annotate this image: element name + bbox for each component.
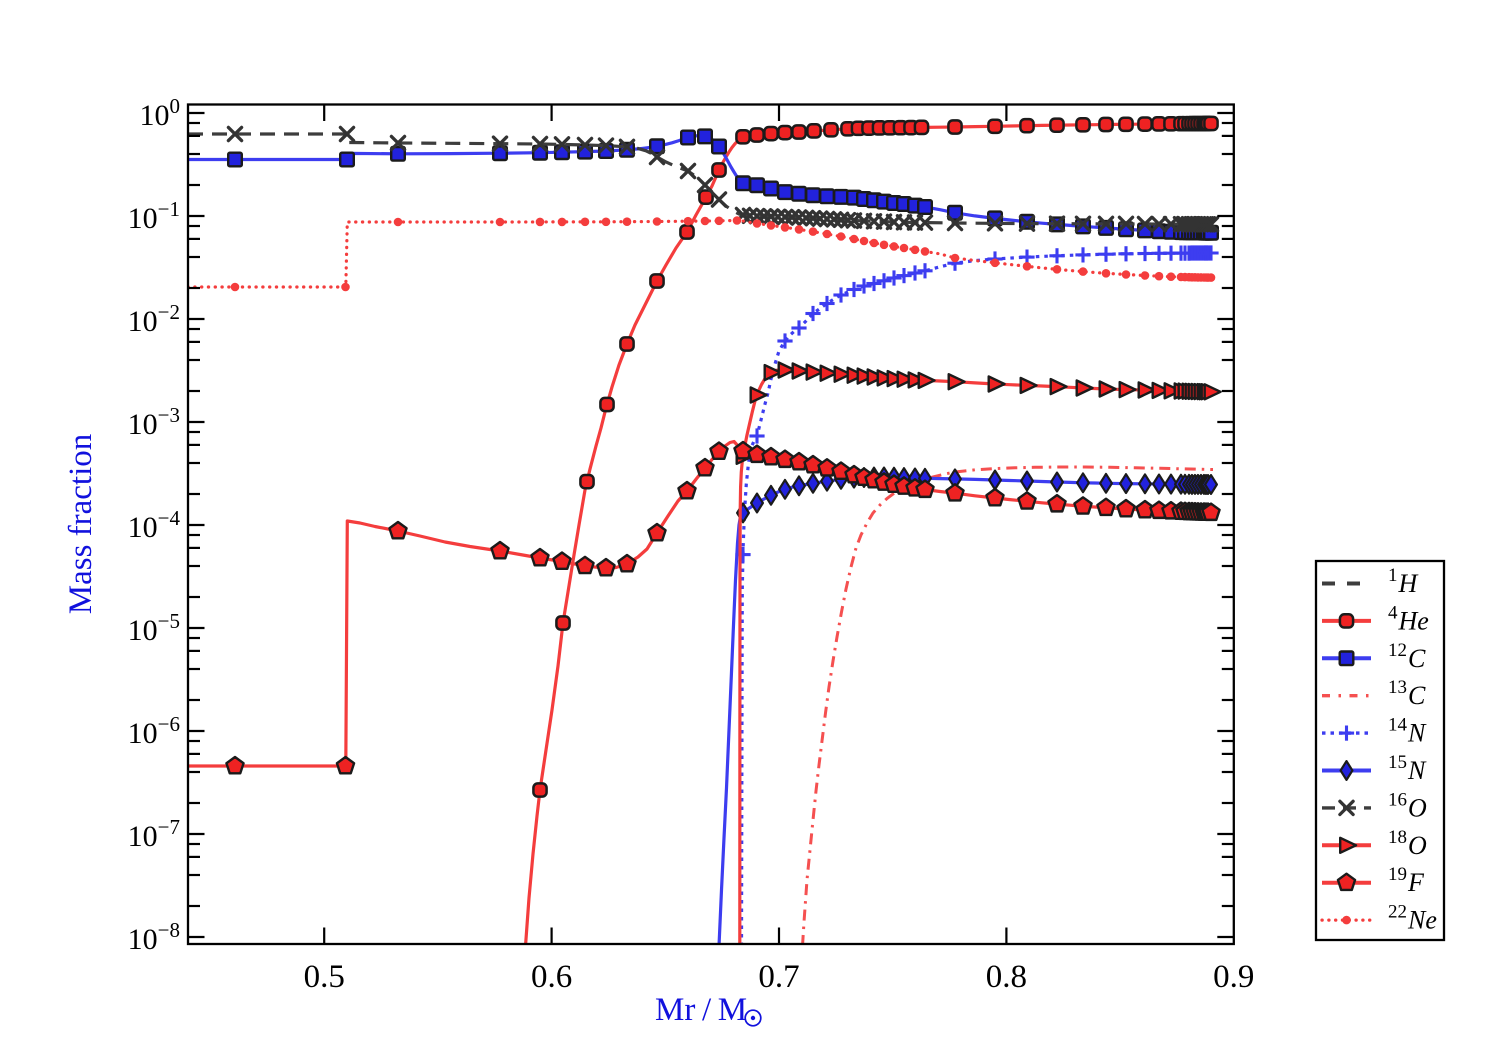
svg-text:Ne: Ne — [1407, 906, 1437, 935]
svg-text:O: O — [1408, 793, 1427, 822]
svg-text:Mass fraction: Mass fraction — [63, 434, 99, 615]
svg-text:0.6: 0.6 — [531, 959, 572, 995]
svg-text:12: 12 — [1388, 640, 1407, 661]
svg-text:0.7: 0.7 — [758, 959, 799, 995]
svg-text:14: 14 — [1388, 715, 1408, 736]
svg-text:10−6: 10−6 — [128, 712, 180, 750]
svg-text:C: C — [1408, 681, 1426, 710]
svg-text:0.9: 0.9 — [1213, 959, 1254, 995]
svg-text:Mr / M: Mr / M — [655, 992, 747, 1028]
svg-text:13: 13 — [1388, 677, 1407, 698]
svg-text:H: H — [1398, 569, 1419, 598]
svg-text:O: O — [1408, 831, 1427, 860]
svg-text:C: C — [1408, 644, 1426, 673]
svg-text:4: 4 — [1388, 602, 1398, 623]
svg-text:19: 19 — [1388, 864, 1407, 885]
svg-text:15: 15 — [1388, 752, 1407, 773]
svg-text:N: N — [1407, 756, 1427, 785]
svg-text:0.5: 0.5 — [304, 959, 345, 995]
svg-text:1: 1 — [1388, 565, 1398, 586]
svg-text:22: 22 — [1388, 902, 1407, 923]
svg-text:0.8: 0.8 — [986, 959, 1027, 995]
svg-text:10−4: 10−4 — [128, 506, 181, 544]
svg-text:16: 16 — [1388, 789, 1407, 810]
svg-text:He: He — [1398, 606, 1429, 635]
svg-text:N: N — [1407, 719, 1427, 748]
svg-text:F: F — [1407, 868, 1425, 897]
svg-text:18: 18 — [1388, 827, 1407, 848]
